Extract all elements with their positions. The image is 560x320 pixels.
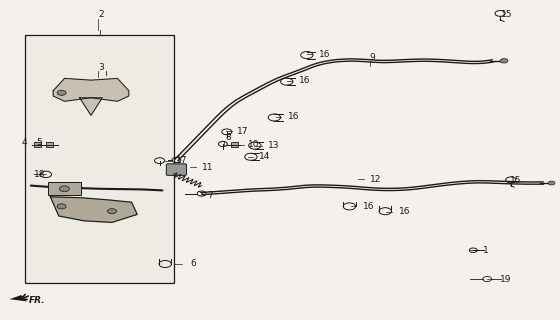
Text: 16: 16 [288,112,300,121]
Circle shape [59,186,69,192]
Text: 4: 4 [21,138,27,147]
Text: 13: 13 [268,141,279,150]
Text: 8: 8 [225,133,231,142]
Text: 10: 10 [248,140,259,149]
Text: 17: 17 [237,127,249,136]
FancyBboxPatch shape [166,164,186,175]
Text: 5: 5 [36,138,42,147]
Text: 17: 17 [176,156,188,165]
Bar [25,35,174,283]
Polygon shape [34,142,41,147]
Polygon shape [53,78,129,101]
Text: 11: 11 [202,163,213,172]
Circle shape [57,90,66,95]
Text: 3: 3 [98,63,104,72]
Text: 15: 15 [510,176,521,185]
Text: 16: 16 [363,202,375,211]
Text: 12: 12 [370,175,381,184]
Text: 15: 15 [501,10,513,19]
Text: FR.: FR. [29,296,45,305]
Circle shape [548,181,555,185]
Text: 6: 6 [190,260,196,268]
Bar [48,182,81,195]
Text: 7: 7 [207,191,213,200]
Polygon shape [80,98,102,116]
Text: 14: 14 [259,152,270,161]
Polygon shape [231,142,238,147]
Polygon shape [46,142,53,147]
Text: 16: 16 [319,50,331,59]
Text: 1: 1 [483,246,488,255]
Text: 2: 2 [98,10,104,19]
Text: 16: 16 [399,207,410,216]
Polygon shape [10,295,27,301]
Text: 18: 18 [34,170,45,179]
Text: 16: 16 [299,76,311,85]
Circle shape [108,209,116,214]
Text: 9: 9 [370,53,375,62]
Polygon shape [50,197,137,222]
Text: 19: 19 [500,275,511,284]
Circle shape [500,59,508,63]
Circle shape [57,204,66,209]
